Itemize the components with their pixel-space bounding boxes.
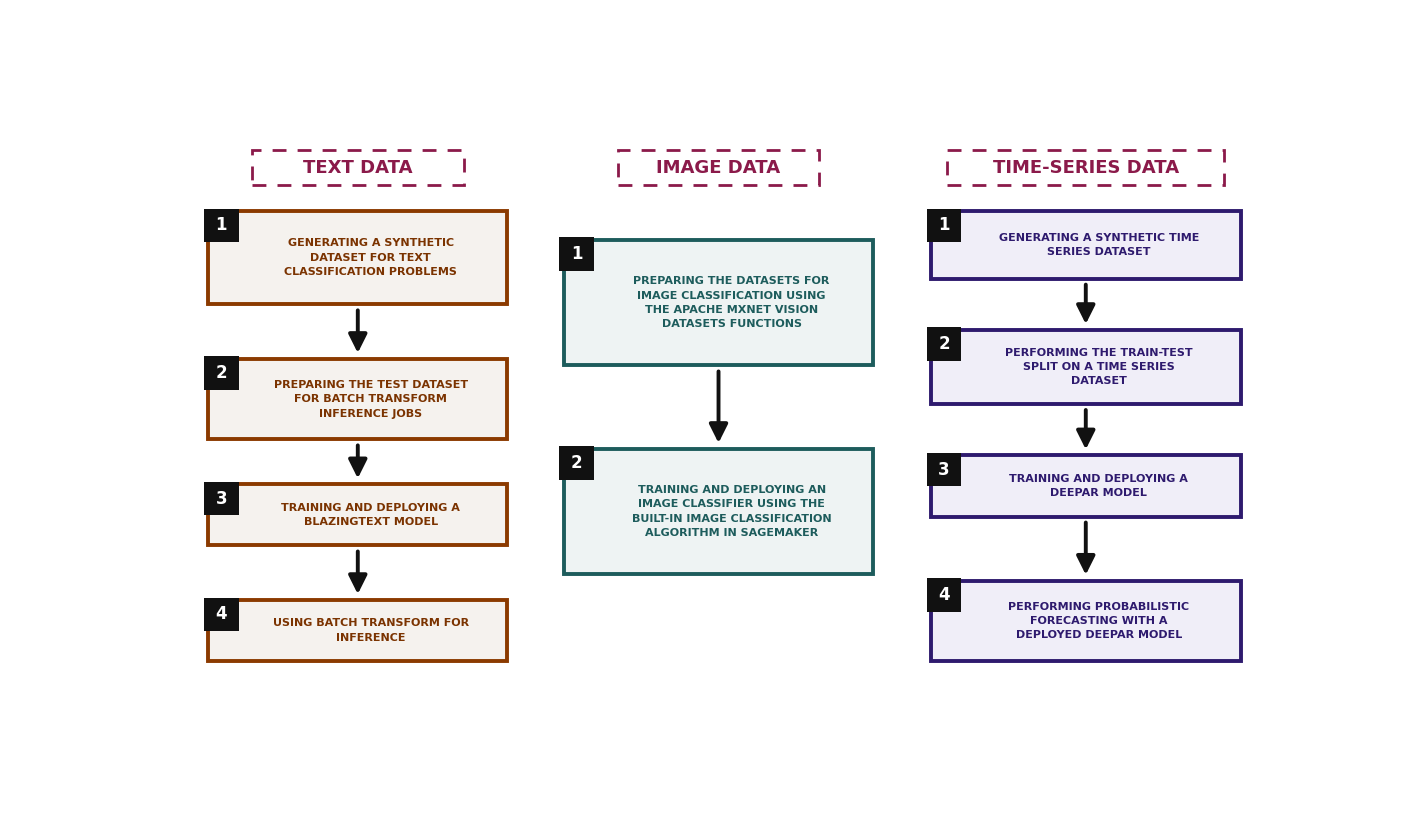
Text: 3: 3 (938, 461, 949, 478)
Bar (564, 449, 873, 574)
Bar (564, 240, 873, 366)
Bar (927, 453, 962, 486)
Text: 1: 1 (216, 216, 227, 235)
Text: PERFORMING PROBABILISTIC
FORECASTING WITH A
DEPLOYED DEEPAR MODEL: PERFORMING PROBABILISTIC FORECASTING WIT… (1008, 601, 1189, 640)
Bar (931, 581, 1241, 661)
Bar (948, 150, 1224, 185)
Bar (209, 600, 508, 661)
Bar (927, 578, 962, 612)
Text: 3: 3 (216, 489, 227, 508)
Bar (931, 211, 1241, 279)
Text: TRAINING AND DEPLOYING A
BLAZINGTEXT MODEL: TRAINING AND DEPLOYING A BLAZINGTEXT MOD… (282, 503, 460, 527)
Text: TIME-SERIES DATA: TIME-SERIES DATA (993, 159, 1179, 177)
Text: PREPARING THE DATASETS FOR
IMAGE CLASSIFICATION USING
THE APACHE MXNET VISION
DA: PREPARING THE DATASETS FOR IMAGE CLASSIF… (634, 276, 830, 329)
Bar (209, 359, 508, 439)
Text: 1: 1 (571, 245, 582, 263)
Bar (205, 209, 238, 242)
Bar (252, 150, 464, 185)
Text: TRAINING AND DEPLOYING A
DEEPAR MODEL: TRAINING AND DEPLOYING A DEEPAR MODEL (1009, 473, 1189, 498)
Text: 2: 2 (216, 364, 227, 382)
Text: 4: 4 (938, 586, 949, 604)
Bar (209, 211, 508, 304)
Bar (559, 447, 594, 480)
Bar (931, 455, 1241, 517)
Bar (205, 357, 238, 390)
Bar (927, 327, 962, 361)
Text: PREPARING THE TEST DATASET
FOR BATCH TRANSFORM
INFERENCE JOBS: PREPARING THE TEST DATASET FOR BATCH TRA… (273, 380, 468, 418)
Bar (205, 482, 238, 515)
Bar (931, 330, 1241, 404)
Bar (559, 237, 594, 271)
Bar (209, 484, 508, 545)
Bar (205, 598, 238, 631)
Text: PERFORMING THE TRAIN-TEST
SPLIT ON A TIME SERIES
DATASET: PERFORMING THE TRAIN-TEST SPLIT ON A TIM… (1005, 347, 1193, 387)
Bar (927, 209, 962, 242)
Text: USING BATCH TRANSFORM FOR
INFERENCE: USING BATCH TRANSFORM FOR INFERENCE (273, 619, 468, 643)
Text: GENERATING A SYNTHETIC TIME
SERIES DATASET: GENERATING A SYNTHETIC TIME SERIES DATAS… (998, 233, 1199, 257)
Text: 1: 1 (938, 216, 949, 235)
Text: 2: 2 (571, 454, 583, 472)
Text: 4: 4 (216, 605, 227, 623)
Text: GENERATING A SYNTHETIC
DATASET FOR TEXT
CLASSIFICATION PROBLEMS: GENERATING A SYNTHETIC DATASET FOR TEXT … (285, 238, 457, 277)
Text: TRAINING AND DEPLOYING AN
IMAGE CLASSIFIER USING THE
BUILT-IN IMAGE CLASSIFICATI: TRAINING AND DEPLOYING AN IMAGE CLASSIFI… (632, 485, 831, 539)
Text: TEXT DATA: TEXT DATA (303, 159, 412, 177)
Bar (618, 150, 819, 185)
Text: IMAGE DATA: IMAGE DATA (656, 159, 781, 177)
Text: 2: 2 (938, 335, 949, 353)
